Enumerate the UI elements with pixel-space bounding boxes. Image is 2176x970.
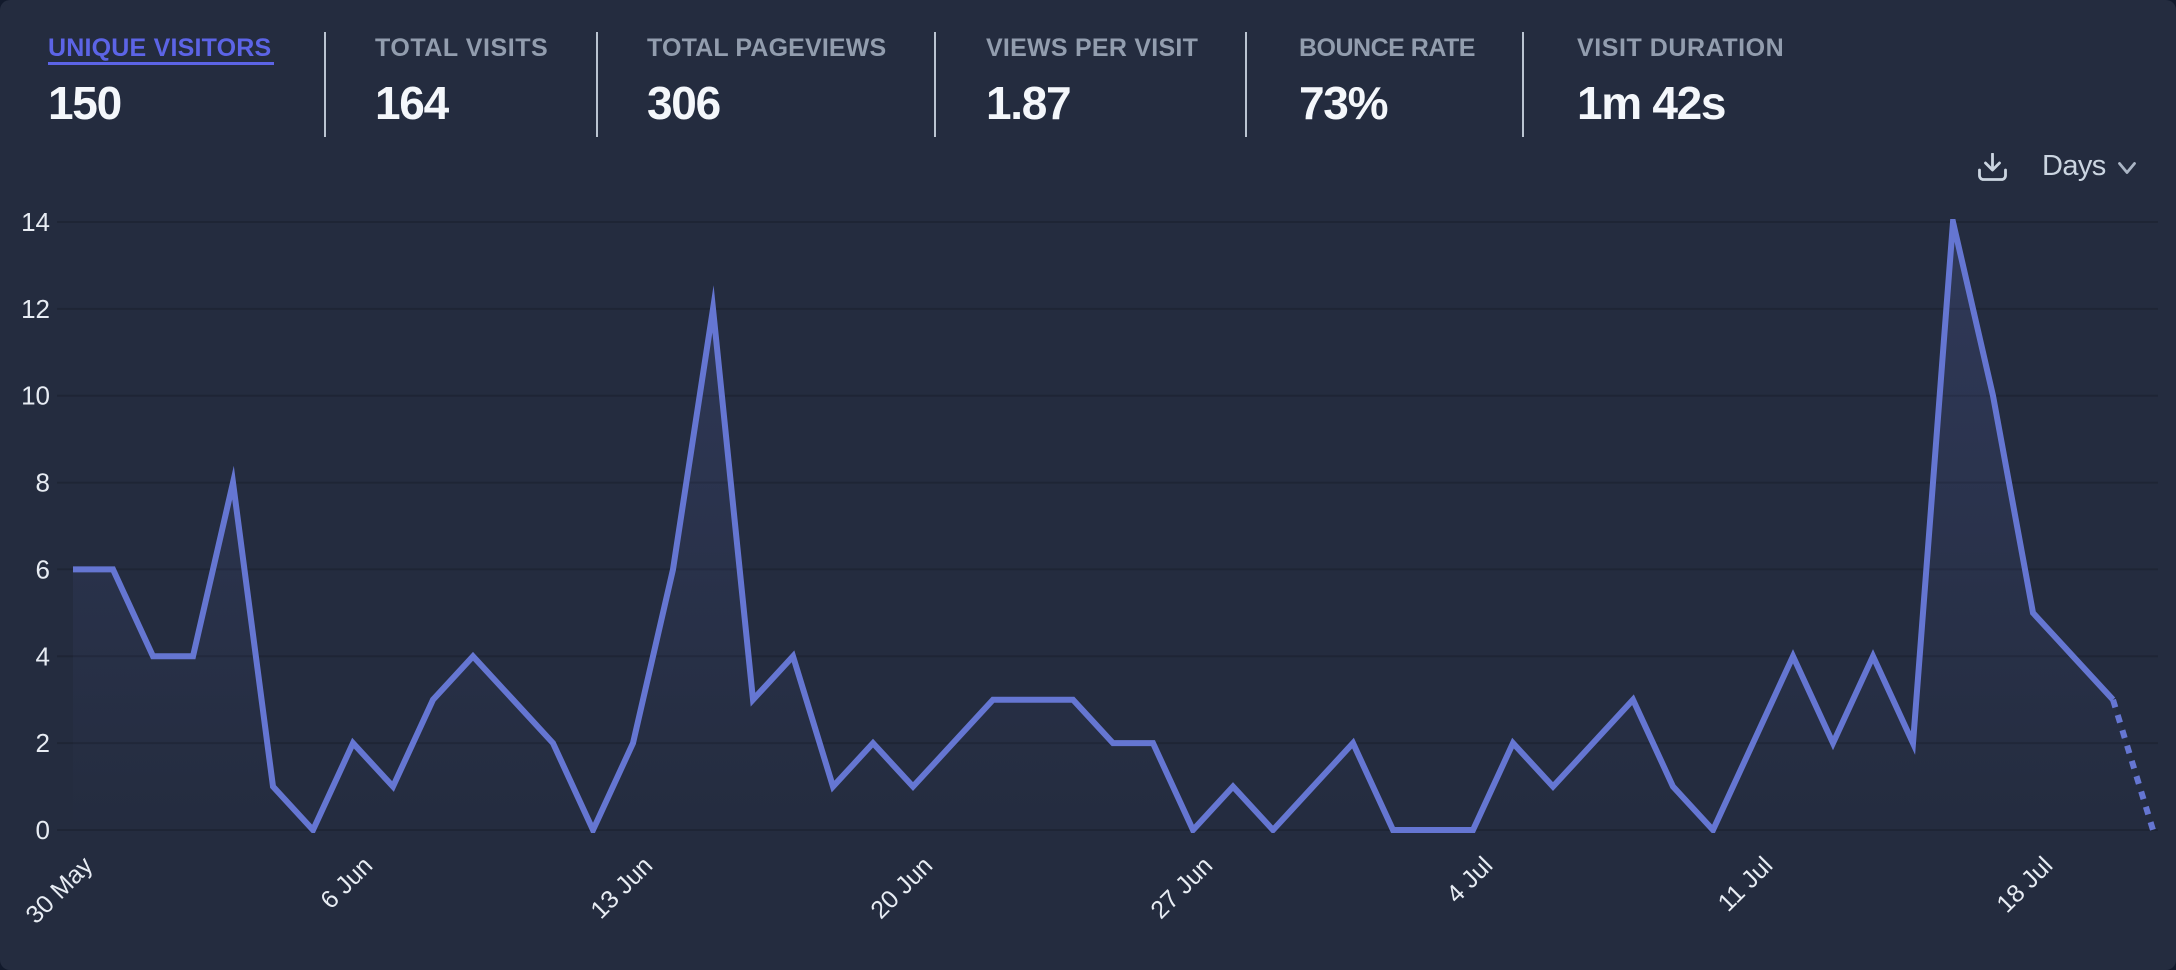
svg-text:6: 6 <box>36 554 50 584</box>
svg-text:8: 8 <box>36 468 50 498</box>
svg-text:30 May: 30 May <box>20 851 98 929</box>
svg-text:10: 10 <box>21 381 50 411</box>
svg-text:4: 4 <box>36 641 50 671</box>
svg-text:27 Jun: 27 Jun <box>1145 851 1218 924</box>
svg-text:13 Jun: 13 Jun <box>585 851 658 924</box>
svg-text:4 Jul: 4 Jul <box>1441 851 1498 908</box>
svg-text:18 Jul: 18 Jul <box>1991 851 2058 918</box>
svg-text:20 Jun: 20 Jun <box>865 851 938 924</box>
svg-text:2: 2 <box>36 728 50 758</box>
svg-text:14: 14 <box>21 207 50 237</box>
svg-text:11 Jul: 11 Jul <box>1713 851 1779 917</box>
svg-text:12: 12 <box>21 294 50 324</box>
svg-text:0: 0 <box>36 815 50 845</box>
svg-text:6 Jun: 6 Jun <box>315 851 378 914</box>
